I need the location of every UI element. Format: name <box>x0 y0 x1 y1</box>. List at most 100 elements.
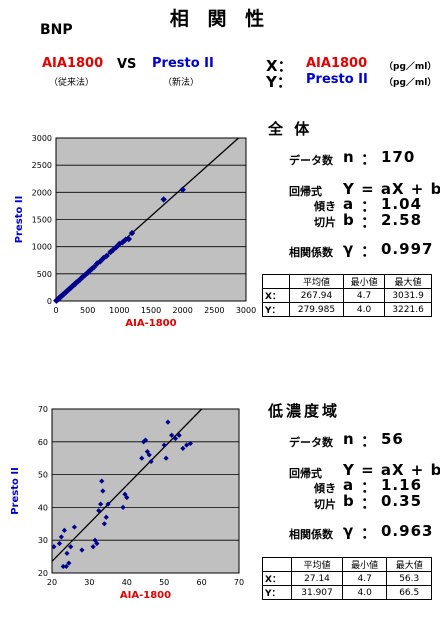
data-point <box>187 440 193 447</box>
data-point <box>109 246 117 254</box>
intercept-value: 0.35 <box>381 492 423 510</box>
data-point <box>66 560 72 566</box>
y-axis-method: Presto II <box>306 72 368 87</box>
regression-equation: Y = aX + b <box>343 461 440 479</box>
slope-symbol: a <box>343 195 355 213</box>
data-point <box>90 544 96 550</box>
data-point <box>148 458 154 465</box>
table-cell: Y： <box>261 585 293 600</box>
regression-line <box>51 408 203 562</box>
data-point <box>84 269 91 276</box>
slope-label: 傾き <box>314 482 336 495</box>
plot-area <box>51 408 240 574</box>
table-cell: 4.0 <box>343 302 386 317</box>
data-point <box>146 452 152 458</box>
regression-equation: Y = aX + b <box>343 180 440 198</box>
intercept-label: 切片 <box>314 498 336 511</box>
data-point <box>165 419 171 425</box>
vs-label: VS <box>117 57 137 72</box>
analyte-label: BNP <box>40 22 73 38</box>
data-point <box>71 524 78 530</box>
x-tick-label: 0 <box>53 306 58 315</box>
x-axis-prefix: X： <box>266 57 293 75</box>
n-label: データ数 <box>289 154 333 167</box>
data-point <box>124 494 130 501</box>
data-point <box>112 244 120 251</box>
data-point <box>93 260 101 267</box>
colon: ： <box>361 213 378 231</box>
table-cell: 279.985 <box>288 302 345 317</box>
table-row: X： 267.94 4.7 3031.9 <box>262 288 432 303</box>
x-tick-label: 1500 <box>141 306 161 315</box>
table-cell: 3221.6 <box>384 302 432 317</box>
data-point <box>64 550 70 556</box>
y-tick-label: 60 <box>38 438 48 447</box>
colon: ： <box>361 197 378 215</box>
data-point <box>100 488 106 494</box>
x-tick-label: 2000 <box>172 306 192 315</box>
data-point <box>86 267 93 275</box>
n-symbol: n <box>343 430 355 448</box>
x-unit: （pg／ml） <box>384 62 437 72</box>
section-title-low: 低濃度域 <box>268 402 341 420</box>
y-tick-label: 1500 <box>32 216 52 225</box>
data-point <box>176 432 182 438</box>
y-axis-prefix: Y： <box>266 73 292 91</box>
y-axis-label: Presto II <box>10 467 21 515</box>
table-cell: 31.907 <box>291 585 343 600</box>
data-point <box>120 504 126 510</box>
slope-label: 傾き <box>314 200 336 213</box>
table-cell: Y： <box>262 302 290 317</box>
table-row: Y： 279.985 4.0 3221.6 <box>262 302 432 317</box>
data-point <box>79 547 85 553</box>
data-point <box>179 186 186 193</box>
data-point <box>169 432 175 438</box>
slope-value: 1.16 <box>381 476 423 494</box>
x-axis-label: AIA-1800 <box>125 318 176 329</box>
data-point <box>163 455 169 461</box>
y-axis-label: Presto II <box>14 196 25 244</box>
correlation-value: 0.997 <box>381 240 434 258</box>
data-point <box>103 252 110 260</box>
correlation-label: 相関係数 <box>289 528 333 541</box>
data-point <box>58 534 64 540</box>
data-point <box>74 277 82 285</box>
n-value: 56 <box>381 430 404 448</box>
page-title: 相 関 性 <box>169 8 271 30</box>
x-method-note: （従来法） <box>49 78 95 88</box>
data-point <box>122 236 129 243</box>
data-point <box>56 540 63 547</box>
data-point <box>94 540 100 547</box>
data-point <box>99 478 105 484</box>
table-row: Y： 31.907 4.0 66.5 <box>261 585 432 600</box>
y-tick-label: 3000 <box>32 134 52 143</box>
y-tick-label: 0 <box>47 297 52 306</box>
data-point <box>61 527 67 533</box>
x-tick-label: 70 <box>234 578 244 587</box>
data-point <box>97 258 104 265</box>
x-tick-label: 2500 <box>204 306 224 315</box>
data-point <box>81 271 89 279</box>
x-axis-label: AIA-1800 <box>120 590 171 601</box>
correlation-value: 0.963 <box>381 522 434 540</box>
y-tick-label: 40 <box>38 503 48 512</box>
data-point <box>184 442 190 448</box>
n-label: データ数 <box>289 436 333 449</box>
y-tick-label: 2500 <box>32 161 52 170</box>
data-point <box>96 508 102 514</box>
data-point <box>103 514 109 520</box>
y-tick-label: 500 <box>37 270 52 279</box>
regression-label: 回帰式 <box>289 467 322 480</box>
correlation-symbol: γ <box>343 240 355 258</box>
slope-symbol: a <box>343 476 355 494</box>
y-unit: （pg／ml） <box>384 78 437 88</box>
data-point <box>180 445 186 451</box>
data-point <box>101 521 107 527</box>
data-point <box>128 229 136 237</box>
data-point <box>90 263 98 271</box>
x-axis-method: AIA1800 <box>306 56 368 71</box>
x-tick-label: 1000 <box>109 306 129 315</box>
x-tick-label: 40 <box>122 578 132 587</box>
data-point <box>60 563 66 570</box>
